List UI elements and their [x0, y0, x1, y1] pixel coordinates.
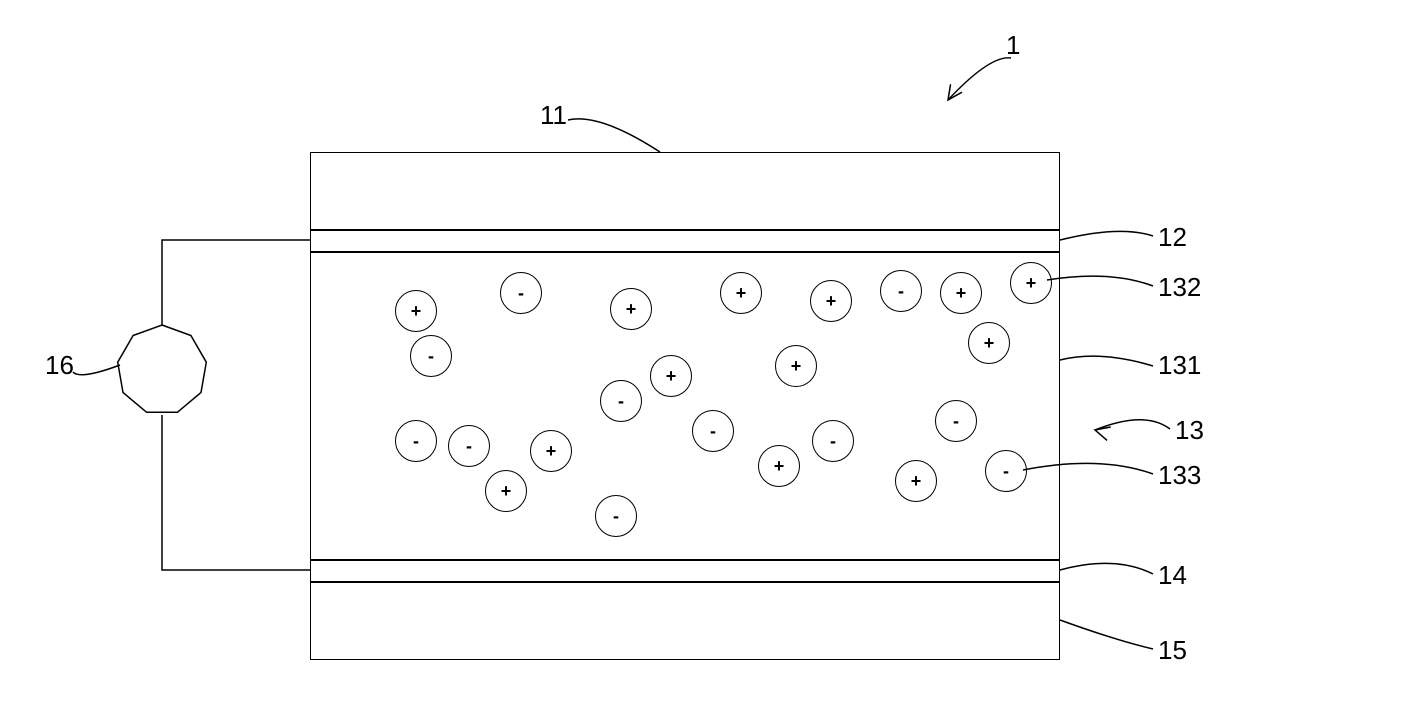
wiring-svg: [0, 0, 1420, 723]
label-negative-particle: 133: [1158, 460, 1201, 491]
label-top-substrate: 11: [540, 100, 567, 131]
leader-lines: [73, 58, 1170, 649]
label-assembly: 1: [1006, 30, 1020, 61]
label-top-electrode: 12: [1158, 222, 1187, 253]
label-bottom-electrode: 14: [1158, 560, 1187, 591]
diagram-root: +-+++-++-+++---+---+++-- 1 11 12 132 131…: [0, 0, 1420, 723]
source-circuit: [118, 240, 310, 570]
label-medium: 131: [1158, 350, 1201, 381]
label-bottom-substrate: 15: [1158, 635, 1187, 666]
label-medium-group: 13: [1175, 415, 1204, 446]
label-positive-particle: 132: [1158, 272, 1201, 303]
label-source: 16: [45, 350, 74, 381]
